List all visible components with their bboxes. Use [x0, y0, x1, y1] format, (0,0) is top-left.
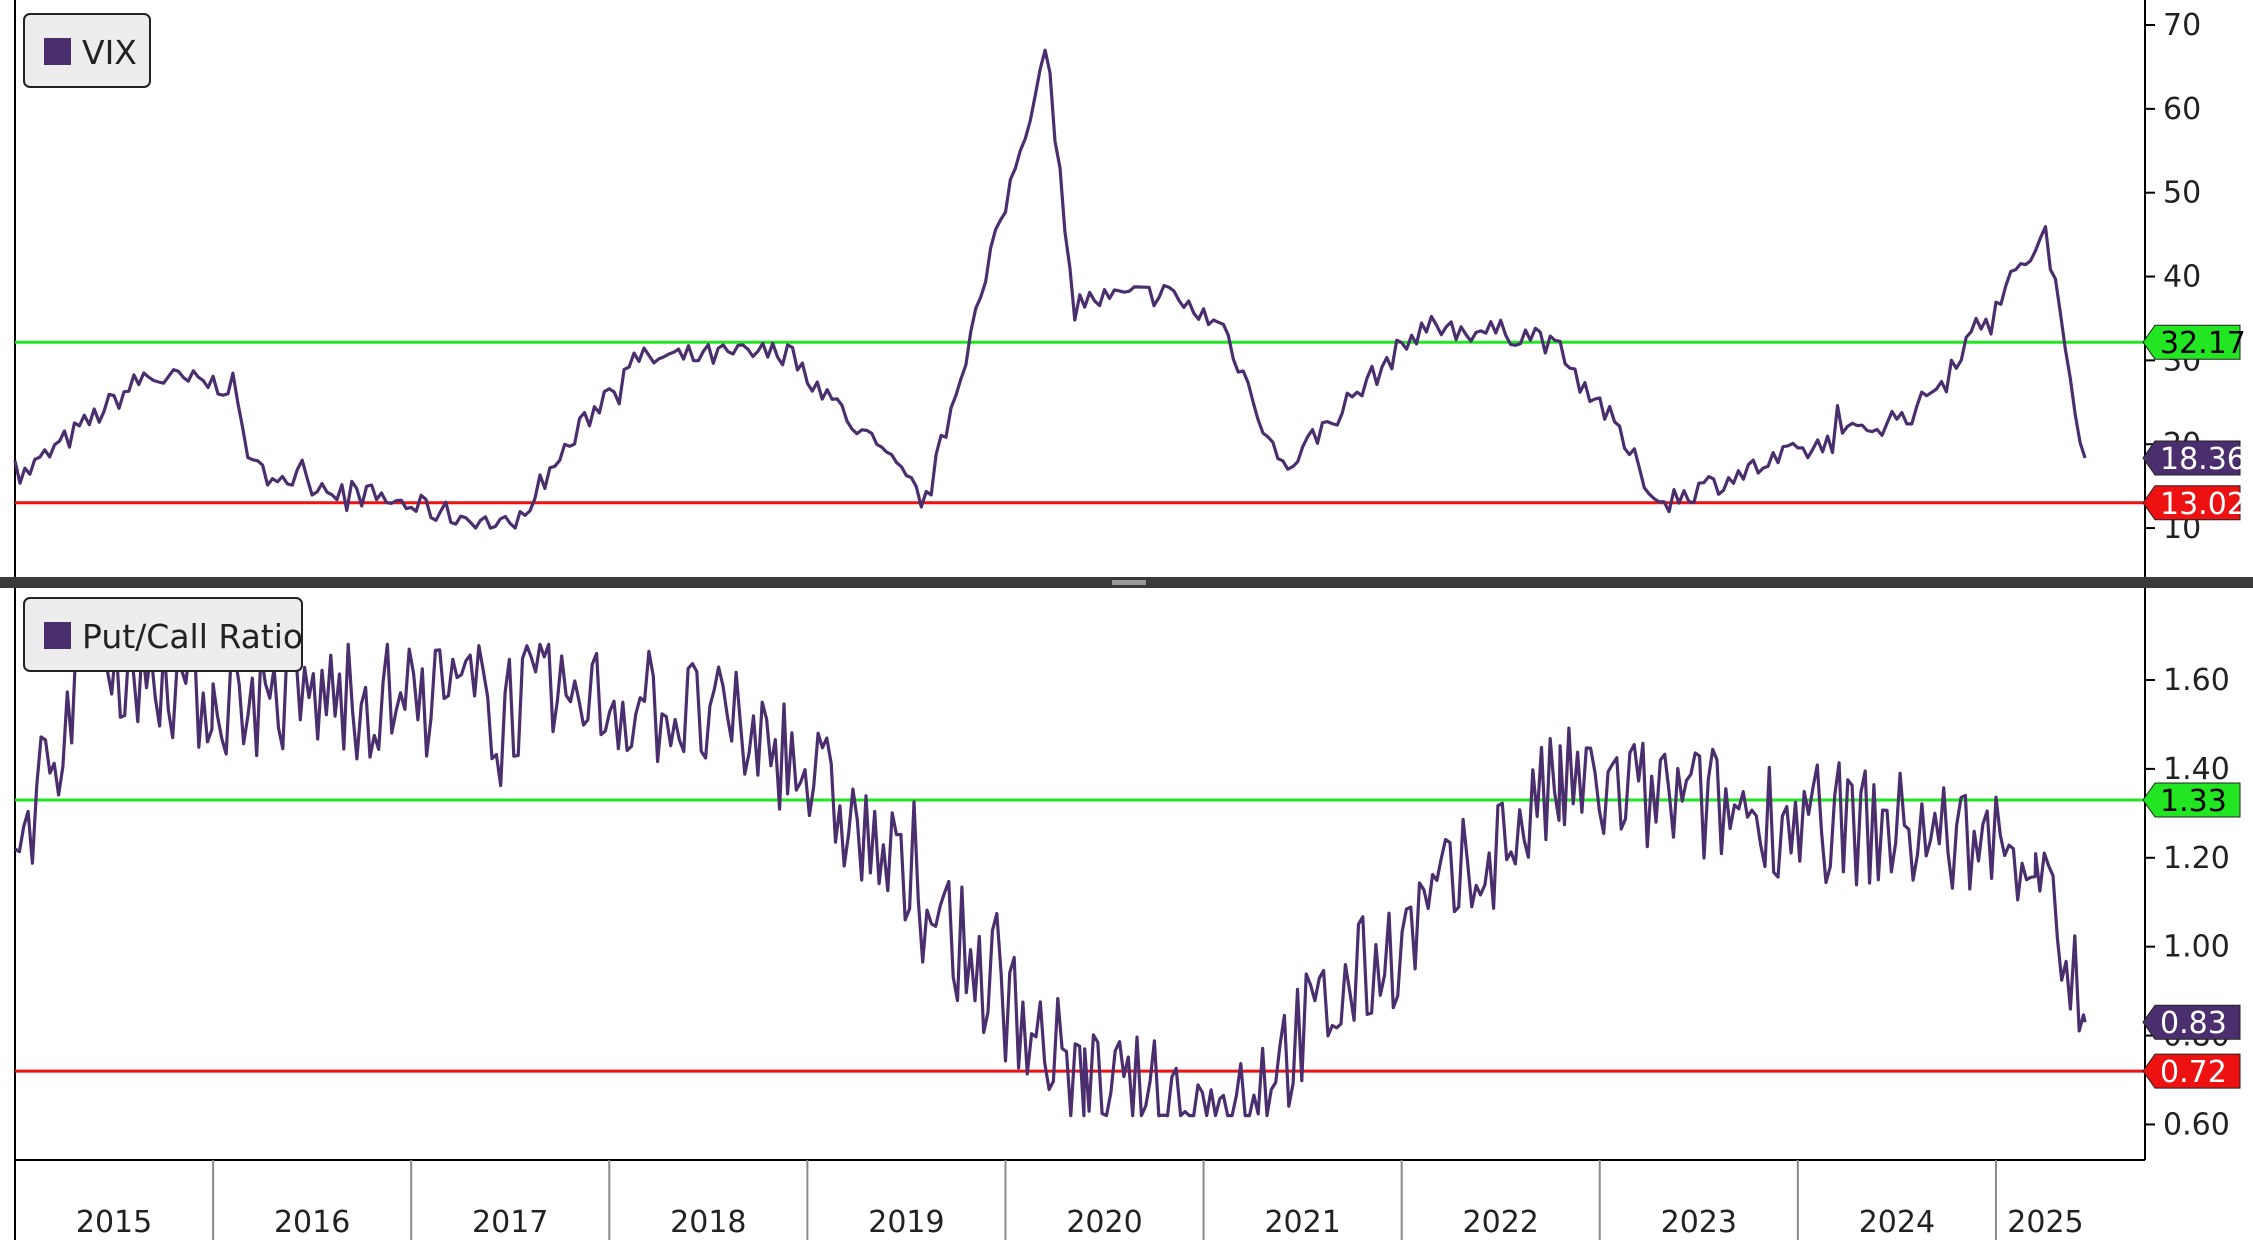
y-tick-label: 0.60: [2163, 1107, 2230, 1142]
y-tick-label: 60: [2163, 92, 2201, 127]
y-tick-label: 70: [2163, 8, 2201, 43]
x-tick-label: 2022: [1463, 1205, 1539, 1240]
y-tick-label: 1.40: [2163, 752, 2230, 787]
x-tick-label: 2015: [76, 1205, 152, 1240]
upper-threshold-tag: [2142, 782, 2241, 818]
panel-divider-grip[interactable]: [1112, 580, 1146, 585]
y-tick-label: 50: [2163, 176, 2201, 211]
y-tick-label: 1.00: [2163, 930, 2230, 965]
vix-legend-box: [23, 13, 151, 88]
y-tick-label: 40: [2163, 260, 2201, 295]
lower-threshold-tag: [2142, 1053, 2241, 1089]
put-call-legend-swatch: [44, 622, 71, 649]
vix-legend-label: VIX: [82, 33, 137, 72]
upper-threshold-tag-label: 1.33: [2160, 784, 2227, 819]
vix-legend[interactable]: VIX: [23, 13, 151, 88]
last-value-tag: [2142, 1004, 2241, 1040]
x-tick-label: 2016: [274, 1205, 350, 1240]
x-tick-label: 2018: [670, 1205, 746, 1240]
vix-series-line: [13, 48, 2087, 530]
last-value-tag: [2142, 440, 2241, 476]
put-call-series-line: [14, 642, 2087, 1118]
upper-threshold-tag-label: 32.17: [2160, 326, 2246, 361]
y-tick-label: 1.60: [2163, 663, 2230, 698]
put-call-panel: 1.601.401.201.000.800.601.330.720.83: [14, 642, 2241, 1142]
x-tick-label: 2021: [1264, 1205, 1340, 1240]
vix-legend-swatch: [44, 38, 71, 65]
put-call-legend-label: Put/Call Ratio: [82, 617, 303, 656]
put-call-legend[interactable]: Put/Call Ratio: [23, 597, 303, 672]
x-tick-label: 2017: [472, 1205, 548, 1240]
x-tick-label: 2020: [1066, 1205, 1142, 1240]
upper-threshold-tag: [2142, 324, 2241, 360]
x-tick-label: 2023: [1661, 1205, 1737, 1240]
last-value-tag-label: 18.36: [2160, 442, 2246, 477]
lower-threshold-tag-label: 13.02: [2160, 487, 2246, 522]
lower-threshold-tag: [2142, 485, 2241, 521]
lower-threshold-tag-label: 0.72: [2160, 1055, 2227, 1090]
x-axis: 2015 2016 2017 2018 2019 2020 2021 2022 2023 2024…: [76, 1160, 2084, 1240]
last-value-tag-label: 0.83: [2160, 1006, 2227, 1041]
x-tick-label: 2025: [2007, 1205, 2083, 1240]
put-call-legend-box: [23, 597, 303, 672]
y-tick-label: 1.20: [2163, 841, 2230, 876]
x-tick-label: 2024: [1859, 1205, 1935, 1240]
x-tick-label: 2019: [868, 1205, 944, 1240]
